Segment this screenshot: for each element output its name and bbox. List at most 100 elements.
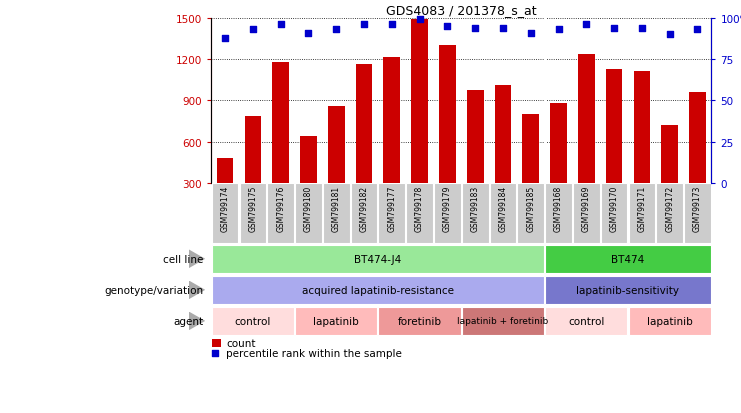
Bar (628, 184, 655, 244)
Bar (545, 184, 572, 244)
Bar (379, 184, 405, 244)
Bar (434, 184, 461, 244)
Text: GSM799173: GSM799173 (693, 185, 702, 232)
Text: GSM799170: GSM799170 (610, 185, 619, 232)
Bar (634, 71, 651, 184)
Bar (273, 63, 289, 184)
Point (219, 35, 231, 42)
Point (469, 25, 481, 32)
Text: GSM799179: GSM799179 (443, 185, 452, 232)
Point (247, 27, 259, 33)
Bar (578, 55, 594, 184)
Text: lapatinib: lapatinib (647, 316, 693, 326)
Bar (494, 86, 511, 184)
Bar (239, 184, 266, 244)
Bar (212, 307, 294, 335)
Text: lapatinib-sensitivity: lapatinib-sensitivity (576, 285, 679, 295)
Text: GSM799182: GSM799182 (359, 185, 368, 232)
Text: GSM799184: GSM799184 (499, 185, 508, 232)
Text: lapatinib: lapatinib (313, 316, 359, 326)
Bar (606, 69, 622, 184)
Point (497, 25, 509, 32)
Bar (462, 307, 544, 335)
Bar (411, 20, 428, 184)
Bar (545, 307, 628, 335)
Point (691, 27, 703, 33)
Text: GSM799177: GSM799177 (388, 185, 396, 232)
Text: GSM799183: GSM799183 (471, 185, 479, 232)
Point (358, 22, 370, 28)
Bar (268, 184, 294, 244)
Bar (467, 91, 483, 184)
Point (636, 25, 648, 32)
Bar (522, 115, 539, 184)
Text: foretinib: foretinib (398, 316, 442, 326)
Text: GSM799172: GSM799172 (665, 185, 674, 232)
Text: GSM799174: GSM799174 (221, 185, 230, 232)
Bar (406, 184, 433, 244)
Bar (379, 307, 461, 335)
Point (413, 17, 425, 24)
Text: GSM799169: GSM799169 (582, 185, 591, 232)
Text: agent: agent (173, 316, 204, 326)
Point (525, 30, 536, 37)
Point (302, 30, 314, 37)
Point (664, 32, 676, 38)
Point (553, 27, 565, 33)
Bar (295, 184, 322, 244)
Bar (212, 245, 544, 273)
Bar (356, 65, 373, 184)
Point (330, 27, 342, 33)
Point (580, 22, 592, 28)
Point (275, 22, 287, 28)
Text: cell line: cell line (164, 254, 204, 264)
Text: lapatinib + foretinib: lapatinib + foretinib (457, 317, 548, 325)
Text: control: control (568, 316, 605, 326)
Bar (216, 159, 233, 184)
Bar (684, 184, 711, 244)
Bar (439, 45, 456, 184)
Polygon shape (189, 250, 205, 268)
Bar (601, 184, 628, 244)
Bar (462, 184, 488, 244)
Bar (328, 107, 345, 184)
Text: percentile rank within the sample: percentile rank within the sample (226, 349, 402, 358)
Bar (323, 184, 350, 244)
Bar (573, 184, 599, 244)
Bar (661, 126, 678, 184)
Text: GSM799180: GSM799180 (304, 185, 313, 232)
Bar (689, 93, 705, 184)
Point (608, 25, 620, 32)
Bar (212, 276, 544, 304)
Text: GSM799185: GSM799185 (526, 185, 535, 232)
Title: GDS4083 / 201378_s_at: GDS4083 / 201378_s_at (386, 5, 536, 17)
Point (442, 24, 453, 30)
Bar (517, 184, 544, 244)
Polygon shape (189, 312, 205, 330)
Text: GSM799171: GSM799171 (637, 185, 646, 232)
Bar (545, 276, 711, 304)
Bar (295, 307, 377, 335)
Text: acquired lapatinib-resistance: acquired lapatinib-resistance (302, 285, 454, 295)
Bar (545, 245, 711, 273)
Bar (384, 58, 400, 184)
Text: GSM799168: GSM799168 (554, 185, 563, 232)
Bar (212, 184, 239, 244)
Text: control: control (235, 316, 271, 326)
Bar (245, 116, 261, 184)
Bar (212, 339, 221, 347)
Bar (350, 184, 377, 244)
Text: GSM799178: GSM799178 (415, 185, 424, 232)
Bar (490, 184, 516, 244)
Text: GSM799181: GSM799181 (332, 185, 341, 232)
Bar (300, 136, 317, 184)
Bar (628, 307, 711, 335)
Bar (657, 184, 683, 244)
Text: genotype/variation: genotype/variation (104, 285, 204, 295)
Text: GSM799176: GSM799176 (276, 185, 285, 232)
Text: BT474: BT474 (611, 254, 645, 264)
Text: BT474-J4: BT474-J4 (354, 254, 402, 264)
Polygon shape (189, 281, 205, 299)
Text: GSM799175: GSM799175 (248, 185, 257, 232)
Point (386, 22, 398, 28)
